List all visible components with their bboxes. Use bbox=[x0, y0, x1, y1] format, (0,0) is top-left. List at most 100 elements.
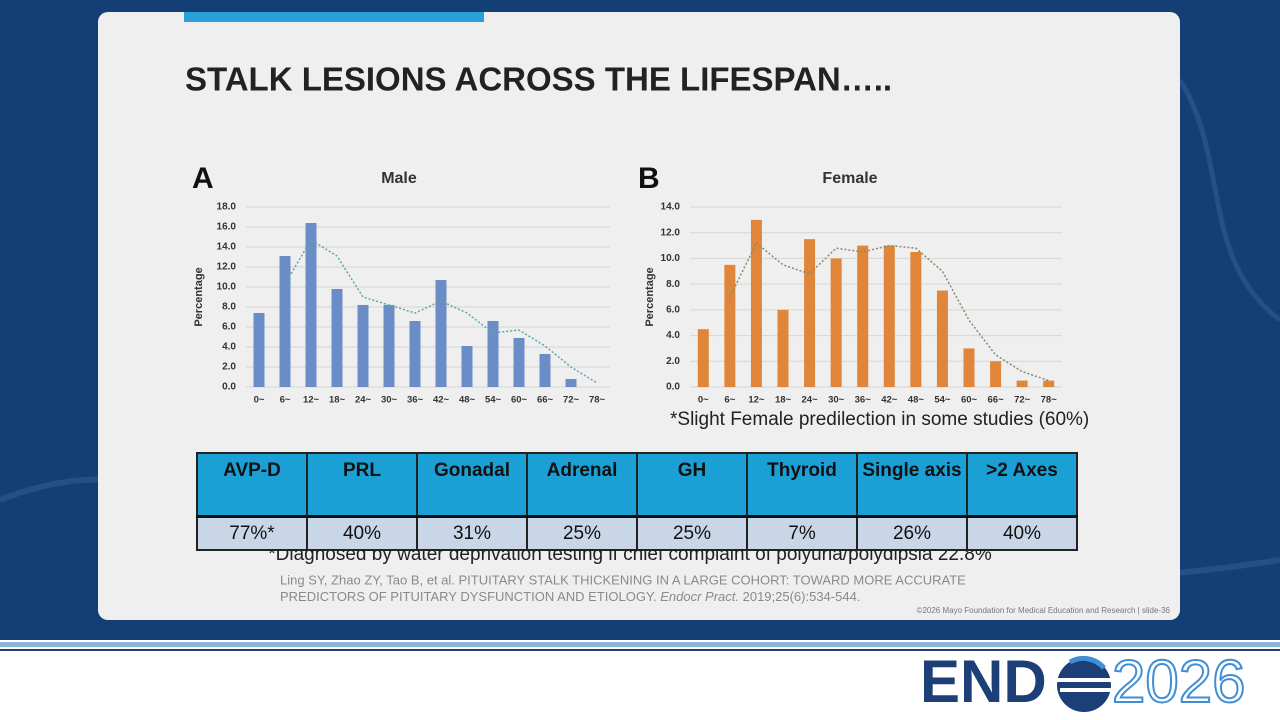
chart-title: Female bbox=[822, 170, 877, 187]
y-tick-label: 6.0 bbox=[222, 322, 236, 333]
table-cell: GH bbox=[636, 452, 748, 518]
x-tick-label: 36~ bbox=[855, 395, 872, 406]
bar bbox=[857, 245, 869, 387]
table-cell: >2 Axes bbox=[966, 452, 1078, 518]
slide-title: STALK LESIONS ACROSS THE LIFESPAN….. bbox=[185, 61, 892, 98]
logo-globe bbox=[1056, 655, 1114, 712]
table-row: 77%* 40% 31% 25% 25% 7% 26% 40% bbox=[196, 515, 1078, 551]
bar bbox=[1016, 380, 1028, 387]
trend-line bbox=[284, 238, 598, 384]
bar bbox=[331, 289, 343, 387]
bar bbox=[830, 258, 842, 387]
table-cell: 31% bbox=[416, 515, 528, 551]
accent-bar bbox=[184, 12, 484, 22]
y-tick-label: 12.0 bbox=[217, 262, 237, 273]
x-tick-label: 24~ bbox=[802, 395, 819, 406]
table-cell: 40% bbox=[966, 515, 1078, 551]
x-tick-label: 12~ bbox=[748, 395, 765, 406]
bar bbox=[305, 223, 317, 387]
x-tick-label: 48~ bbox=[908, 395, 925, 406]
bar bbox=[513, 338, 525, 387]
bar bbox=[804, 239, 816, 387]
y-tick-label: 16.0 bbox=[217, 222, 237, 233]
bar bbox=[461, 346, 473, 387]
citation-part: PREDICTORS OF PITUITARY DYSFUNCTION AND … bbox=[280, 589, 657, 604]
x-tick-label: 12~ bbox=[303, 395, 320, 406]
table-cell: Gonadal bbox=[416, 452, 528, 518]
table-cell: Thyroid bbox=[746, 452, 858, 518]
citation-part: 2019;25(6):534-544. bbox=[743, 589, 861, 604]
bar bbox=[253, 313, 265, 387]
x-tick-label: 60~ bbox=[961, 395, 978, 406]
table-cell: 25% bbox=[636, 515, 748, 551]
bg-decoration bbox=[1177, 78, 1280, 322]
table-cell: 7% bbox=[746, 515, 858, 551]
x-tick-label: 0~ bbox=[254, 395, 265, 406]
table-cell: 25% bbox=[526, 515, 638, 551]
panel-letter: B bbox=[638, 162, 660, 195]
x-tick-label: 48~ bbox=[459, 395, 476, 406]
x-tick-label: 78~ bbox=[1041, 395, 1058, 406]
y-tick-label: 6.0 bbox=[666, 304, 680, 315]
y-axis-label: Percentage bbox=[644, 267, 656, 326]
citation: PREDICTORS OF PITUITARY DYSFUNCTION AND … bbox=[280, 589, 860, 604]
x-tick-label: 24~ bbox=[355, 395, 372, 406]
y-tick-label: 8.0 bbox=[666, 279, 680, 290]
x-tick-label: 18~ bbox=[775, 395, 792, 406]
bar bbox=[357, 305, 369, 387]
x-tick-label: 30~ bbox=[828, 395, 845, 406]
x-tick-label: 78~ bbox=[589, 395, 606, 406]
y-tick-label: 10.0 bbox=[217, 282, 237, 293]
table-cell: AVP-D bbox=[196, 452, 308, 518]
x-tick-label: 66~ bbox=[988, 395, 1005, 406]
bar bbox=[487, 321, 499, 387]
table-cell: 40% bbox=[306, 515, 418, 551]
summary-table: AVP-D PRL Gonadal Adrenal GH Thyroid Single ax… bbox=[196, 452, 1078, 551]
citation-journal: Endocr Pract. bbox=[660, 589, 739, 604]
bar bbox=[910, 252, 922, 387]
bar bbox=[990, 361, 1002, 387]
y-tick-label: 14.0 bbox=[217, 242, 237, 253]
footer-line bbox=[0, 642, 1280, 647]
x-tick-label: 66~ bbox=[537, 395, 554, 406]
y-tick-label: 12.0 bbox=[661, 227, 681, 238]
bar bbox=[697, 329, 709, 387]
y-tick-label: 2.0 bbox=[222, 362, 236, 373]
x-tick-label: 30~ bbox=[381, 395, 398, 406]
bar bbox=[279, 256, 291, 387]
y-tick-label: 10.0 bbox=[661, 253, 681, 264]
y-tick-label: 18.0 bbox=[217, 202, 237, 213]
bar bbox=[1043, 380, 1055, 387]
y-tick-label: 8.0 bbox=[222, 302, 236, 313]
y-tick-label: 2.0 bbox=[666, 356, 680, 367]
x-tick-label: 6~ bbox=[724, 395, 735, 406]
x-tick-label: 54~ bbox=[485, 395, 502, 406]
table-cell: Adrenal bbox=[526, 452, 638, 518]
panel-letter: A bbox=[192, 162, 214, 195]
table-header: AVP-D PRL Gonadal Adrenal GH Thyroid Single ax… bbox=[196, 452, 1078, 518]
x-tick-label: 6~ bbox=[280, 395, 291, 406]
y-tick-label: 4.0 bbox=[666, 330, 680, 341]
x-tick-label: 60~ bbox=[511, 395, 528, 406]
x-tick-label: 72~ bbox=[563, 395, 580, 406]
bar bbox=[409, 321, 421, 387]
x-tick-label: 42~ bbox=[433, 395, 450, 406]
x-tick-label: 36~ bbox=[407, 395, 424, 406]
x-tick-label: 42~ bbox=[881, 395, 898, 406]
y-tick-label: 14.0 bbox=[661, 202, 681, 213]
table-cell: 77%* bbox=[196, 515, 308, 551]
bar bbox=[565, 379, 577, 387]
copyright: ©2026 Mayo Foundation for Medical Educat… bbox=[917, 606, 1171, 615]
y-tick-label: 4.0 bbox=[222, 342, 236, 353]
trend-line bbox=[729, 241, 1049, 382]
chart-title: Male bbox=[381, 170, 417, 187]
bar bbox=[383, 305, 395, 387]
bar bbox=[724, 264, 736, 387]
table-cell: Single axis bbox=[856, 452, 968, 518]
note: *Slight Female predilection in some stud… bbox=[670, 409, 1089, 430]
table-cell: 26% bbox=[856, 515, 968, 551]
bar bbox=[435, 280, 447, 387]
y-axis-label: Percentage bbox=[193, 267, 205, 326]
logo-text: END bbox=[920, 648, 1047, 715]
x-tick-label: 54~ bbox=[934, 395, 951, 406]
